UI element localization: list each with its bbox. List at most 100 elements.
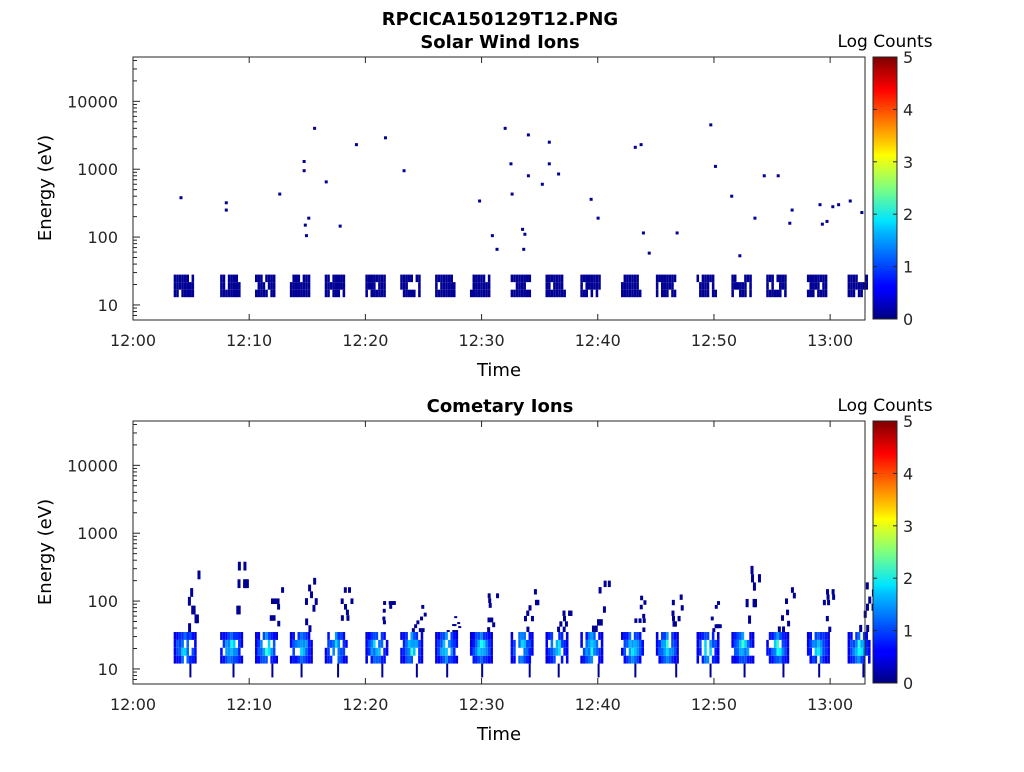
solar-wind-cell (178, 282, 182, 290)
cometary-tail-cell (753, 598, 757, 608)
cometary-cell (766, 647, 769, 656)
cometary-cell (806, 632, 810, 640)
cometary-cell (235, 655, 239, 664)
solar-wind-cell (373, 274, 376, 283)
cometary-cell (523, 639, 526, 648)
cometary-tail-cell (423, 612, 427, 617)
solar-wind-cell (706, 289, 710, 298)
cometary-tail-cell (388, 601, 392, 605)
cometary-tail-cell (458, 626, 462, 629)
solar-wind-cell (623, 282, 627, 290)
solar-wind-cell (410, 274, 414, 283)
solar-wind-cell (812, 274, 815, 283)
cometary-cell (289, 639, 293, 648)
solar-wind-cell (482, 282, 486, 290)
cometary-cell (776, 647, 780, 656)
cometary-cell (222, 655, 226, 664)
solar-wind-cell (731, 289, 734, 298)
solar-wind-cell (260, 274, 263, 283)
cometary-cell (186, 655, 190, 664)
cometary-cell (307, 655, 311, 664)
cometary-cell (638, 647, 642, 656)
solar-wind-cell (173, 289, 177, 298)
cometary-cell (773, 655, 777, 664)
solar-wind-point (675, 231, 679, 235)
cometary-tail-cell (344, 604, 348, 610)
colorbar-bottom: Log Counts 0 1 2 3 4 5 (837, 396, 932, 693)
cometary-cell (784, 655, 787, 664)
cometary-cell (736, 639, 740, 648)
cometary-cell (238, 647, 241, 656)
solar-wind-cell (663, 282, 667, 290)
solar-wind-cell (806, 274, 810, 283)
cometary-tail-cell (188, 623, 192, 633)
cometary-cell (593, 639, 596, 648)
solar-wind-cell (768, 274, 772, 283)
solar-wind-cell (668, 274, 672, 283)
cometary-cell (375, 632, 379, 640)
cometary-cell (450, 632, 453, 640)
cometary-low-spike (415, 663, 418, 678)
solar-wind-cell (548, 289, 551, 298)
cometary-tail-cell (671, 610, 675, 616)
solar-wind-cell (485, 289, 488, 298)
cometary-cell (812, 655, 815, 664)
cometary-tail-cell (530, 615, 534, 622)
cometary-cell (673, 639, 677, 648)
cometary-tail-cell (382, 616, 386, 621)
solar-wind-cell (440, 282, 443, 290)
solar-wind-cell (671, 282, 674, 290)
solar-wind-cell (545, 289, 549, 298)
x-tick-label: 12:50 (691, 695, 737, 714)
solar-wind-point (788, 221, 792, 225)
cometary-tail-cell (745, 598, 749, 608)
cometary-tail-cell (714, 604, 718, 609)
cometary-cell (260, 647, 263, 656)
cometary-cell (191, 632, 195, 640)
cometary-tail-cell (859, 624, 863, 633)
cometary-tail-cell (671, 599, 675, 606)
cometary-cell (383, 632, 386, 640)
cometary-cell (375, 655, 379, 664)
cometary-cell (806, 639, 810, 648)
solar-wind-cell (480, 274, 483, 283)
cometary-cell (744, 639, 747, 648)
solar-wind-cell (806, 289, 810, 298)
cometary-cell (731, 632, 734, 640)
cometary-cell (513, 647, 516, 656)
solar-wind-cell (270, 289, 273, 298)
cometary-cell (289, 632, 293, 640)
solar-wind-cell (595, 282, 599, 290)
solar-wind-cell (378, 274, 381, 283)
cometary-cell (628, 655, 632, 664)
cometary-cell (558, 632, 561, 640)
cometary-cell (342, 639, 346, 648)
cometary-tail-cell (634, 618, 638, 623)
solar-wind-cell (255, 274, 258, 283)
cometary-tail-cell (526, 610, 530, 616)
cometary-cell (405, 639, 408, 648)
solar-wind-cell (595, 274, 599, 283)
cometary-cell (520, 632, 524, 640)
cometary-cell (230, 632, 233, 640)
solar-wind-cell (633, 289, 637, 298)
solar-wind-point (478, 199, 482, 203)
solar-wind-cell (480, 289, 483, 298)
cometary-tail-cell (602, 606, 606, 613)
solar-wind-cell (337, 274, 341, 283)
cometary-cell (558, 647, 561, 656)
cometary-cell (230, 647, 233, 656)
cometary-cell (786, 632, 790, 640)
solar-wind-cell (173, 282, 177, 290)
cometary-cell (621, 647, 624, 656)
solar-wind-cell (340, 282, 343, 290)
cometary-cell (227, 647, 231, 656)
cometary-cell (706, 632, 710, 640)
cometary-cell (638, 632, 642, 640)
solar-wind-cell (183, 289, 187, 298)
cometary-cell (400, 647, 403, 656)
cometary-cell (445, 647, 448, 656)
solar-wind-point (738, 254, 742, 258)
cometary-cell (255, 639, 258, 648)
cometary-cell (437, 639, 441, 648)
